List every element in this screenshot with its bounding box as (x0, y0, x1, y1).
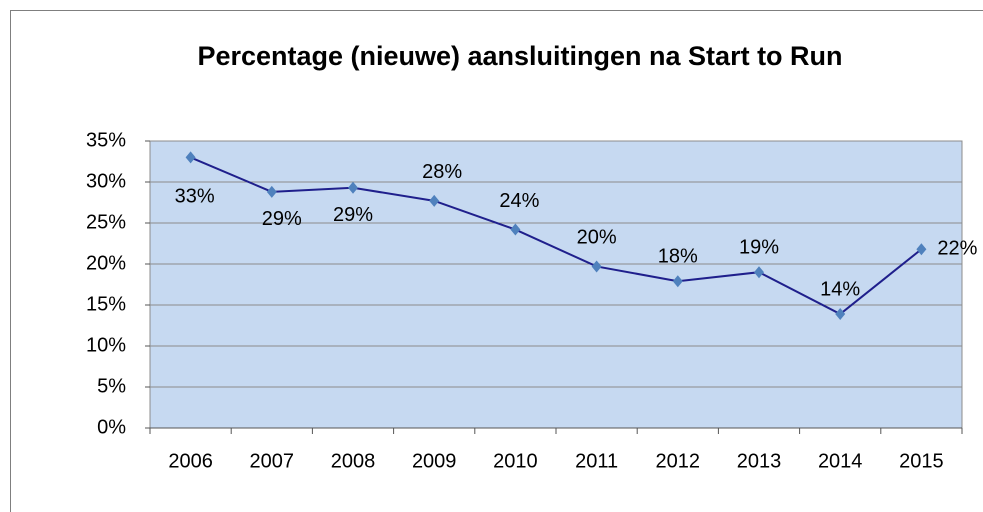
data-label: 19% (739, 236, 779, 258)
data-point (591, 260, 602, 273)
y-tick-label: 30% (86, 170, 126, 192)
x-tick-label: 2015 (899, 450, 944, 472)
x-tick-label: 2011 (575, 450, 618, 472)
data-point (429, 194, 440, 207)
x-tick-label: 2010 (493, 450, 538, 472)
data-label: 18% (658, 246, 698, 268)
data-label: 29% (333, 204, 373, 226)
x-tick-label: 2009 (412, 450, 457, 472)
x-tick-label: 2014 (818, 450, 863, 472)
data-label: 14% (820, 278, 860, 300)
data-label: 29% (262, 208, 302, 230)
data-point (672, 275, 683, 288)
data-point (510, 223, 521, 236)
x-tick-label: 2006 (168, 450, 213, 472)
x-tick-label: 2013 (737, 450, 782, 472)
y-tick-label: 5% (97, 375, 126, 397)
data-point (266, 185, 277, 198)
y-tick-label: 0% (97, 416, 126, 438)
data-point (348, 181, 358, 194)
data-label: 22% (937, 238, 977, 260)
data-label: 28% (422, 161, 462, 183)
x-tick-label: 2012 (656, 450, 701, 472)
x-tick-label: 2007 (250, 450, 295, 472)
y-tick-label: 20% (86, 252, 126, 274)
data-point (835, 308, 846, 321)
x-tick-label: 2008 (331, 450, 376, 472)
data-label: 24% (499, 190, 539, 212)
chart-title: Percentage (nieuwe) aansluitingen na Sta… (197, 41, 842, 71)
data-point (754, 266, 764, 279)
plot-area (149, 140, 963, 429)
data-point (916, 243, 927, 256)
y-tick-label: 10% (86, 334, 126, 356)
series-line (190, 156, 923, 316)
data-point (185, 151, 196, 164)
y-tick-label: 25% (86, 211, 126, 233)
data-label: 33% (175, 186, 215, 208)
y-tick-label: 35% (86, 129, 126, 151)
data-label: 20% (577, 227, 617, 249)
y-tick-label: 15% (86, 293, 126, 315)
